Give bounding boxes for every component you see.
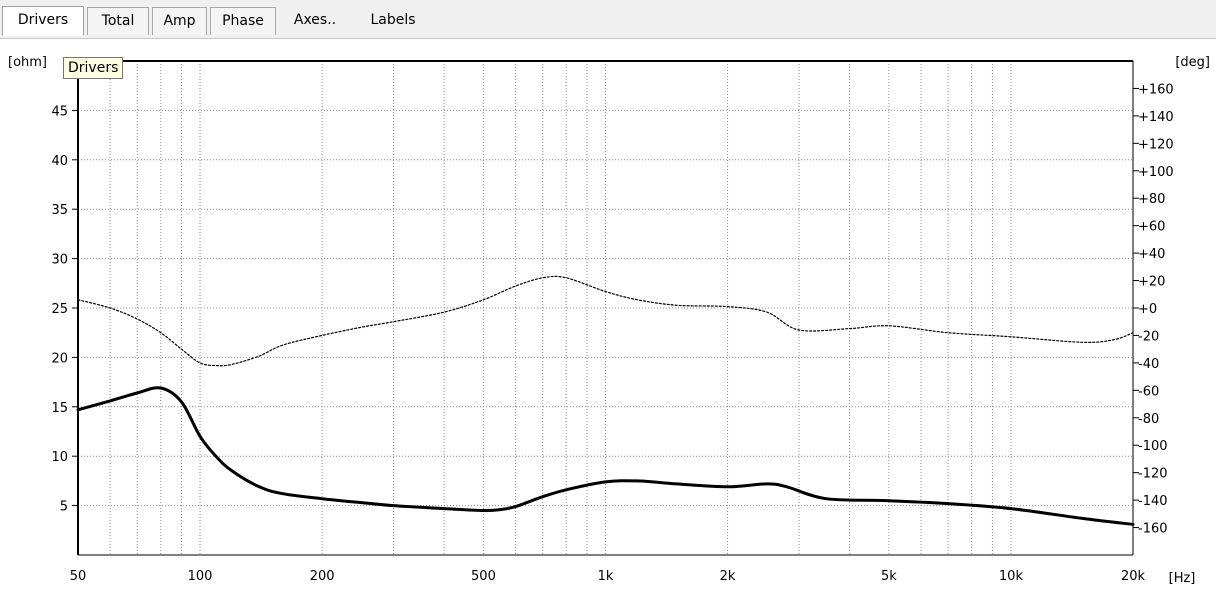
y-right-label: [deg] [1175,55,1210,70]
tick-label-right: +0 [1138,302,1157,317]
tick-label-right: -20 [1138,329,1159,344]
tick-label-x: 2k [720,569,736,584]
tick-label-right: +100 [1138,165,1174,180]
tick-label-x: 1k [598,569,614,584]
tab-phase[interactable]: Phase [210,7,276,35]
tick-label-x: 500 [471,569,496,584]
tick-label-right: +40 [1138,247,1165,262]
tick-label-right: +60 [1138,220,1165,235]
tick-label-left: 20 [51,351,68,366]
tick-label-right: +20 [1138,275,1165,290]
tick-label-right: -80 [1138,412,1159,427]
tick-label-x: 20k [1121,569,1146,584]
tab-axes[interactable]: Axes.. [293,12,337,28]
tick-label-left: 10 [51,450,68,465]
tick-label-x: 5k [881,569,897,584]
tick-label-left: 40 [51,154,68,169]
tick-label-left: 15 [51,401,68,416]
toolbar: Drivers Total Amp Phase Axes.. Labels [0,0,1216,39]
tick-label-right: +160 [1138,82,1174,97]
tab-total[interactable]: Total [87,7,149,35]
tick-label-right: -60 [1138,384,1159,399]
tick-label-left: 30 [51,253,68,268]
tick-label-left: 25 [51,302,68,317]
x-axis-label: [Hz] [1169,571,1196,586]
tick-label-x: 10k [999,569,1024,584]
tick-label-right: +80 [1138,192,1165,207]
tick-label-left: 5 [60,500,68,515]
tooltip: Drivers [63,57,124,79]
tick-label-left: 45 [51,104,68,119]
y-left-label: [ohm] [8,55,47,70]
tab-amp[interactable]: Amp [152,7,207,35]
phase-series-line [77,275,1134,367]
tick-label-x: 200 [310,569,335,584]
tick-label-right: +140 [1138,110,1174,125]
impedance-series-line [76,386,1135,526]
tick-label-right: -160 [1138,522,1168,537]
tick-label-right: -100 [1138,439,1168,454]
tick-label-right: -120 [1138,467,1168,482]
tick-label-x: 100 [188,569,213,584]
tick-label-right: -40 [1138,357,1159,372]
tick-label-left: 35 [51,203,68,218]
tab-labels[interactable]: Labels [370,12,416,28]
tick-label-right: +120 [1138,137,1174,152]
tick-label-right: -140 [1138,494,1168,509]
tab-drivers[interactable]: Drivers [2,6,84,36]
tick-label-x: 50 [70,569,87,584]
